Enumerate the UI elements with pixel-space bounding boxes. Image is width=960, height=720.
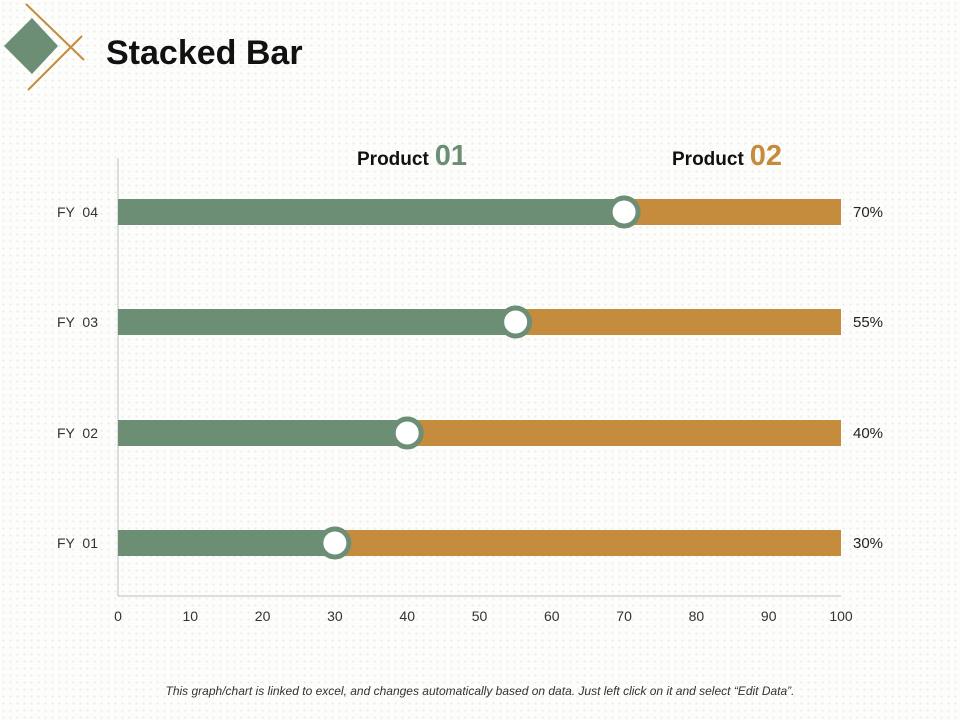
page-title: Stacked Bar <box>106 34 303 72</box>
data-label: 70% <box>853 204 883 221</box>
x-tick-label: 90 <box>761 608 777 624</box>
decor-line <box>25 3 85 61</box>
x-tick-label: 10 <box>183 608 199 624</box>
category-label: FY 03 <box>57 314 98 330</box>
data-label: 40% <box>853 425 883 442</box>
decor-diamond <box>4 18 58 74</box>
legend-product-01: Product 01 <box>357 140 467 173</box>
bar-marker <box>390 416 424 450</box>
bar-product-01 <box>118 309 516 335</box>
x-tick-label: 0 <box>114 608 122 624</box>
bar-product-01 <box>118 199 625 225</box>
bar-product-02 <box>407 420 841 446</box>
bar-marker <box>607 195 641 229</box>
logo-diamond-icon <box>4 3 85 91</box>
bar-product-01 <box>118 530 335 556</box>
x-tick-label: 100 <box>829 608 853 624</box>
legend-product-01-number: 01 <box>434 140 468 172</box>
decor-line <box>27 35 83 91</box>
x-tick-label: 20 <box>255 608 271 624</box>
x-tick-label: 50 <box>472 608 488 624</box>
bar-product-02 <box>515 309 841 335</box>
category-label: FY 04 <box>57 204 98 220</box>
legend-product-01-label: Product <box>357 149 429 170</box>
legend-product-02-label: Product <box>672 149 744 170</box>
bar-product-01 <box>118 420 408 446</box>
legend-product-02: Product 02 <box>672 140 782 173</box>
data-label: 30% <box>853 535 883 552</box>
chart-footnote: This graph/chart is linked to excel, and… <box>165 684 795 698</box>
legend-product-02-number: 02 <box>749 140 783 172</box>
category-label: FY 02 <box>57 425 98 441</box>
x-tick-label: 80 <box>689 608 705 624</box>
x-tick-label: 40 <box>399 608 415 624</box>
bar-marker <box>499 305 533 339</box>
x-tick-label: 60 <box>544 608 560 624</box>
bar-product-02 <box>624 199 841 225</box>
stacked-bar-chart: 0 10 20 30 40 50 60 70 80 90 100 FY 04 70% FY 03 55% FY… <box>57 158 883 624</box>
x-tick-label: 70 <box>616 608 632 624</box>
bar-marker <box>318 526 352 560</box>
bar-product-02 <box>334 530 841 556</box>
data-label: 55% <box>853 314 883 331</box>
category-label: FY 01 <box>57 535 98 551</box>
x-tick-label: 30 <box>327 608 343 624</box>
